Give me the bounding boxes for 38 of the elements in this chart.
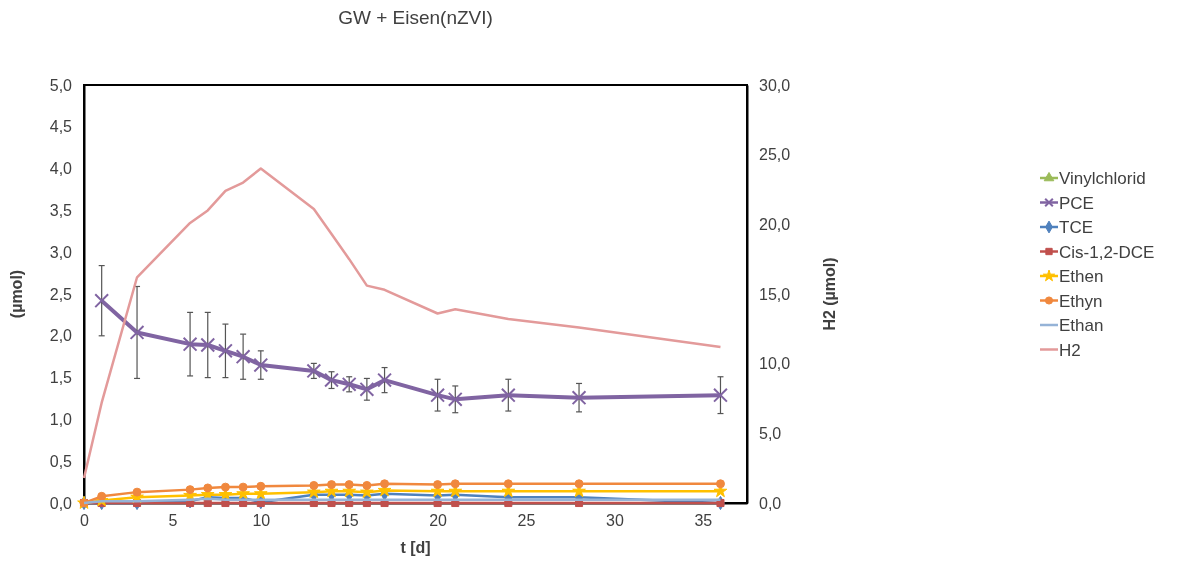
legend-label: Ethan bbox=[1059, 316, 1104, 335]
x-tick-label: 25 bbox=[517, 512, 536, 530]
legend-label: PCE bbox=[1059, 193, 1094, 213]
y-tick-label: 3,0 bbox=[49, 243, 73, 261]
y2-tick-label: 30,0 bbox=[759, 76, 791, 94]
y2-tick-label: 25,0 bbox=[759, 146, 791, 164]
y-axis-title: (µmol) bbox=[8, 269, 25, 319]
y2-tick-label: 10,0 bbox=[759, 355, 791, 373]
y-tick-label: 0,0 bbox=[49, 494, 73, 512]
x-tick-label: 10 bbox=[252, 512, 271, 530]
y-tick-label: 3,5 bbox=[49, 202, 73, 220]
y2-tick-label: 15,0 bbox=[759, 285, 791, 303]
legend-label: H2 bbox=[1059, 340, 1081, 360]
legend-label: TCE bbox=[1059, 218, 1093, 237]
x-tick-label: 30 bbox=[606, 512, 624, 530]
x-tick-label: 0 bbox=[80, 512, 90, 530]
x-tick-label: 5 bbox=[168, 512, 178, 530]
x-tick-label: 15 bbox=[340, 512, 359, 530]
legend-label: Ethen bbox=[1059, 267, 1104, 286]
y2-tick-label: 0,0 bbox=[759, 494, 782, 512]
legend-label: Ethyn bbox=[1059, 291, 1103, 311]
y-tick-label: 2,5 bbox=[49, 285, 73, 303]
y-tick-label: 0,5 bbox=[49, 452, 73, 470]
y-tick-label: 2,0 bbox=[49, 327, 73, 345]
y-tick-label: 1,5 bbox=[49, 369, 73, 387]
legend-label: Vinylchlorid bbox=[1059, 169, 1146, 188]
y-tick-label: 4,0 bbox=[49, 160, 73, 178]
y2-tick-label: 20,0 bbox=[759, 215, 791, 233]
y-tick-label: 1,0 bbox=[49, 411, 73, 429]
y-tick-label: 4,5 bbox=[49, 118, 73, 136]
y2-tick-label: 5,0 bbox=[759, 424, 782, 442]
x-tick-label: 35 bbox=[694, 512, 713, 530]
y2-axis-title: H2 (µmol) bbox=[821, 257, 838, 331]
legend-label: Cis-1,2-DCE bbox=[1059, 242, 1155, 262]
y-tick-label: 5,0 bbox=[49, 76, 73, 94]
chart-title: GW + Eisen(nZVI) bbox=[338, 7, 493, 28]
x-tick-label: 20 bbox=[429, 512, 448, 530]
x-axis-title: t [d] bbox=[400, 539, 431, 556]
